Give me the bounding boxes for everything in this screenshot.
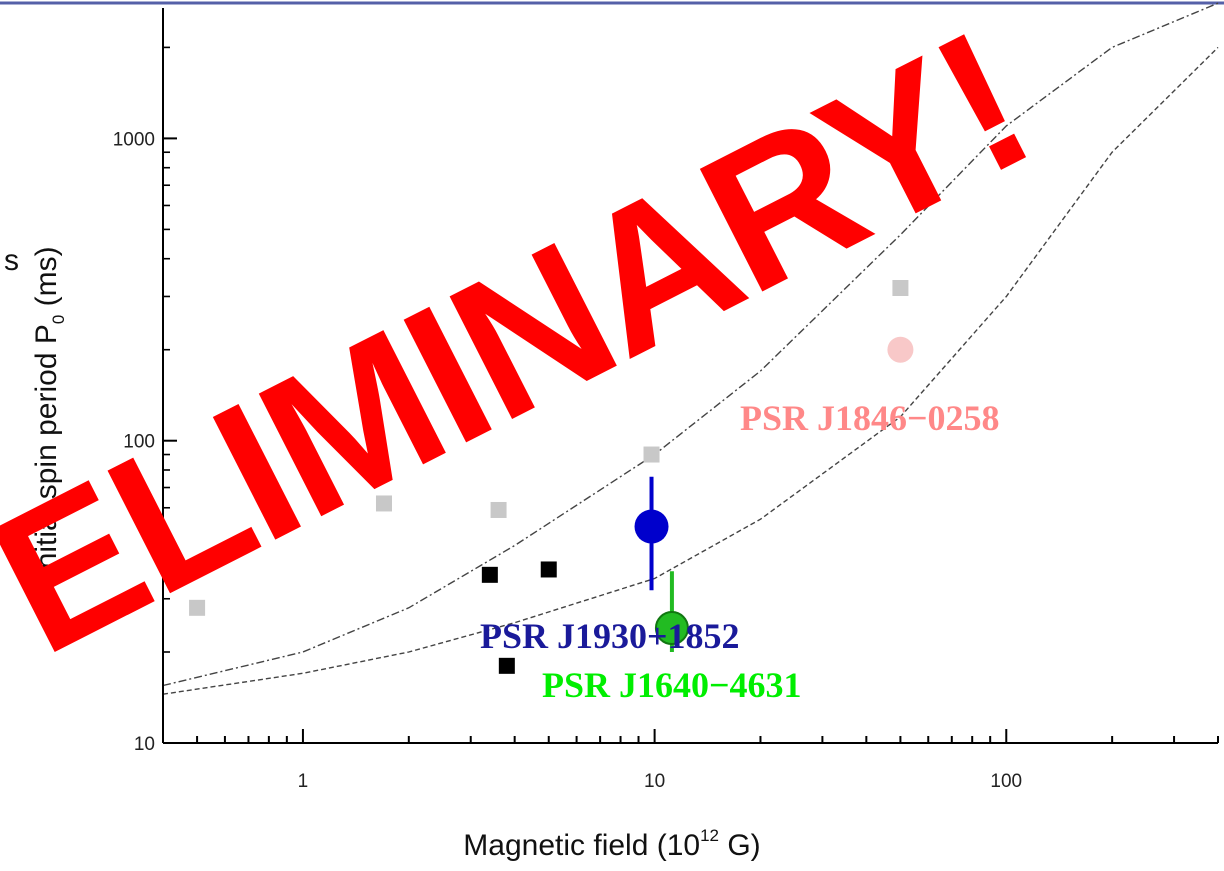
psr-j1930-1852-label: PSR J1930+1852 [480,616,740,656]
grey-square-point [892,279,909,296]
x-tick-label: 100 [990,771,1022,792]
psr-j1640-4631-point [654,611,689,646]
black-square-point [540,561,557,578]
y-axis-label-cropped: s [4,244,19,277]
grey-square-point [375,495,392,512]
axes: 1 10 100 10 100 1000 [113,8,1219,792]
psr-j1640-4631-label: PSR J1640−4631 [542,665,802,705]
data-points [189,279,914,674]
black-square-point [481,566,498,583]
psr-j1930-1852-point [634,509,669,544]
point-labels: PSR J1930+1852 PSR J1640−4631 PSR J1846−02… [480,398,1000,705]
model-curves [162,2,1219,695]
black-square-point [498,657,515,674]
x-tick-label: 10 [644,771,665,792]
y-tick-label: 1000 [113,129,155,150]
grey-square-point [643,446,660,463]
y-axis-label: Initial spin period P0 (ms) [30,246,68,577]
grey-square-point [490,501,507,518]
grey-square-point [189,599,206,616]
psr-j1846-0258-point [887,336,914,363]
x-tick-label: 1 [298,771,309,792]
y-tick-label: 10 [134,734,155,755]
psr-j1846-0258-label: PSR J1846−0258 [740,398,1000,438]
y-tick-label: 100 [123,432,155,453]
x-axis-label: Magnetic field (1012 G) [463,826,760,862]
model-curve-1 [162,2,1219,687]
model-curve-2 [162,46,1219,695]
